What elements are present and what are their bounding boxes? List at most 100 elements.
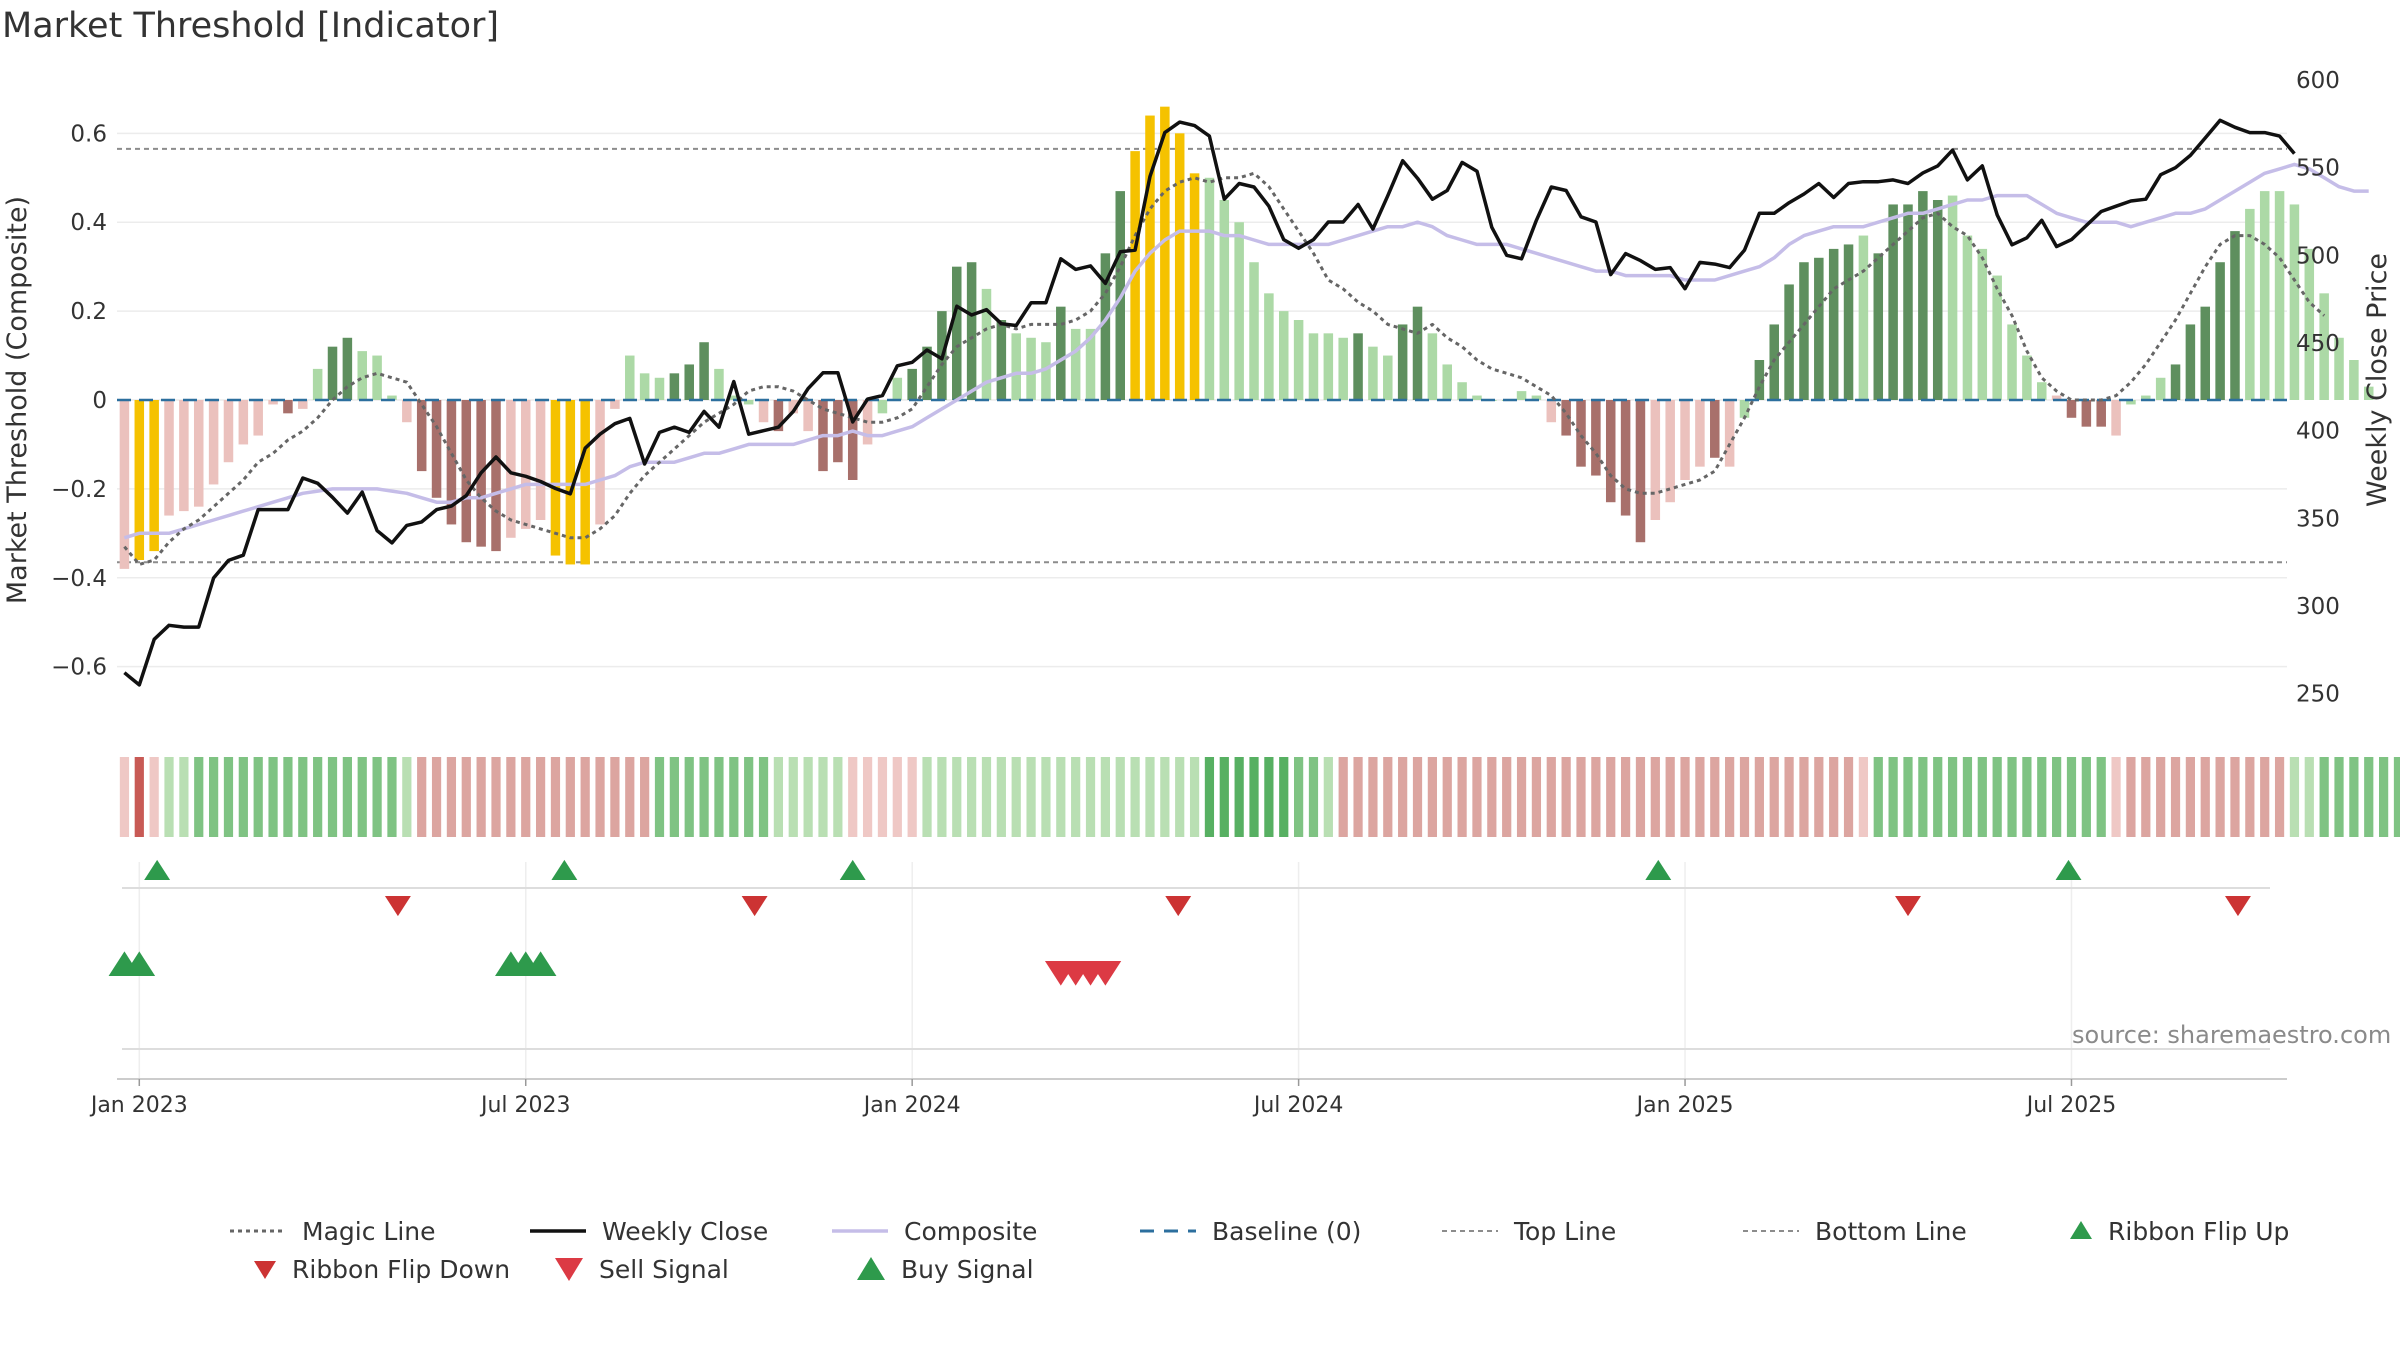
threshold-bar — [2141, 395, 2151, 400]
threshold-bar — [1368, 346, 1378, 400]
threshold-bar — [1977, 248, 1988, 400]
ribbon-cell — [387, 757, 397, 837]
y2-tick-label: 350 — [2296, 506, 2340, 532]
ribbon-cell — [1175, 757, 1185, 837]
legend-label: Top Line — [1514, 1216, 1617, 1246]
ribbon-cell — [699, 757, 709, 837]
ribbon-cell — [223, 757, 234, 837]
ribbon-cell — [357, 757, 367, 837]
threshold-bar — [639, 373, 650, 400]
ribbon-cell — [1442, 757, 1452, 837]
threshold-bar — [699, 342, 709, 400]
ribbon-flip-up-marker — [2055, 859, 2082, 880]
ribbon-cell — [580, 757, 590, 837]
threshold-bar — [446, 400, 457, 525]
y-tick-label: 0.4 — [70, 210, 107, 236]
threshold-bar — [2304, 248, 2315, 400]
threshold-bar — [208, 400, 219, 485]
y2-tick-label: 550 — [2296, 156, 2340, 182]
ribbon-cell — [1219, 757, 1229, 837]
threshold-bar — [1249, 262, 1259, 400]
ribbon-flip-down-marker — [741, 896, 768, 917]
ribbon-cell — [476, 757, 486, 837]
threshold-bar — [2022, 355, 2032, 400]
ribbon-flip-down-marker — [384, 896, 411, 917]
ribbon-cell — [2274, 757, 2285, 837]
threshold-bar — [238, 400, 249, 445]
ribbon-cell — [1933, 757, 1943, 837]
threshold-bar — [461, 400, 472, 543]
threshold-bar — [1710, 400, 1720, 458]
threshold-bar — [2349, 360, 2359, 400]
ribbon-cell — [1843, 757, 1854, 837]
ribbon-cell — [1026, 757, 1036, 837]
ribbon-cell — [209, 757, 219, 837]
y-tick-label: −0.6 — [51, 655, 107, 681]
ribbon-cell — [1516, 757, 1527, 837]
threshold-bar — [1843, 244, 1854, 400]
legend-label: Bottom Line — [1815, 1216, 1967, 1246]
threshold-bar — [327, 346, 338, 400]
composite-line — [123, 162, 2369, 540]
threshold-bar — [431, 400, 442, 498]
y-tick-label: −0.4 — [51, 566, 107, 592]
threshold-bar — [1531, 395, 1542, 400]
threshold-bar — [253, 400, 263, 436]
ribbon-cell — [610, 757, 620, 837]
threshold-bar — [491, 400, 501, 552]
ribbon-cell — [1873, 757, 1883, 837]
threshold-bar — [1383, 355, 1393, 400]
ribbon-cell — [2215, 757, 2225, 837]
ribbon-cell — [431, 757, 442, 837]
ribbon-cell — [1665, 757, 1675, 837]
ribbon-cell — [535, 757, 546, 837]
threshold-bar — [1130, 151, 1140, 400]
threshold-bar — [1665, 400, 1675, 503]
threshold-bar — [595, 400, 605, 525]
threshold-bar — [1308, 333, 1319, 400]
ribbon-cell — [2111, 757, 2121, 837]
threshold-bar — [773, 400, 784, 432]
ribbon-cell — [2141, 757, 2151, 837]
threshold-bar — [1516, 391, 1527, 400]
ribbon-cell — [2245, 757, 2255, 837]
threshold-bar — [922, 346, 932, 400]
threshold-bar — [179, 400, 189, 512]
ribbon-cell — [149, 757, 159, 837]
threshold-bar — [2230, 231, 2240, 400]
ribbon-cell — [1799, 757, 1809, 837]
ribbon-cell — [937, 757, 947, 837]
ribbon-cell — [1695, 757, 1705, 837]
threshold-bar — [2215, 262, 2225, 400]
threshold-bar — [2126, 400, 2136, 405]
legend-label: Ribbon Flip Down — [292, 1254, 511, 1284]
ribbon-cell — [550, 757, 561, 837]
ribbon-cell — [1650, 757, 1660, 837]
ribbon-cell — [238, 757, 248, 837]
ribbon-cell — [907, 757, 917, 837]
chart-title: Market Threshold [Indicator] — [2, 6, 500, 46]
x-tick-label: Jan 2023 — [89, 1093, 188, 1118]
threshold-bar — [610, 400, 620, 409]
ribbon-cell — [788, 757, 798, 837]
threshold-bar — [1412, 306, 1423, 400]
threshold-bar — [193, 400, 204, 507]
legend-item: Buy Signal — [855, 1250, 1034, 1288]
ribbon-cell — [2052, 757, 2062, 837]
threshold-bar — [1873, 253, 1884, 400]
threshold-bar — [1828, 248, 1839, 400]
threshold-bar — [1724, 400, 1735, 467]
legend-item: Top Line — [1440, 1212, 1616, 1250]
threshold-bar — [966, 262, 977, 400]
threshold-bar — [2245, 208, 2255, 400]
legend-label: Buy Signal — [901, 1254, 1034, 1284]
threshold-bar — [2289, 204, 2300, 400]
ribbon-cell — [1561, 757, 1571, 837]
ribbon-cell — [1947, 757, 1958, 837]
ribbon-cell — [2066, 757, 2077, 837]
ribbon-cell — [1635, 757, 1646, 837]
threshold-bar — [298, 400, 308, 409]
ribbon-cell — [2319, 757, 2329, 837]
threshold-bar — [2170, 364, 2181, 400]
threshold-bar — [1620, 400, 1631, 516]
